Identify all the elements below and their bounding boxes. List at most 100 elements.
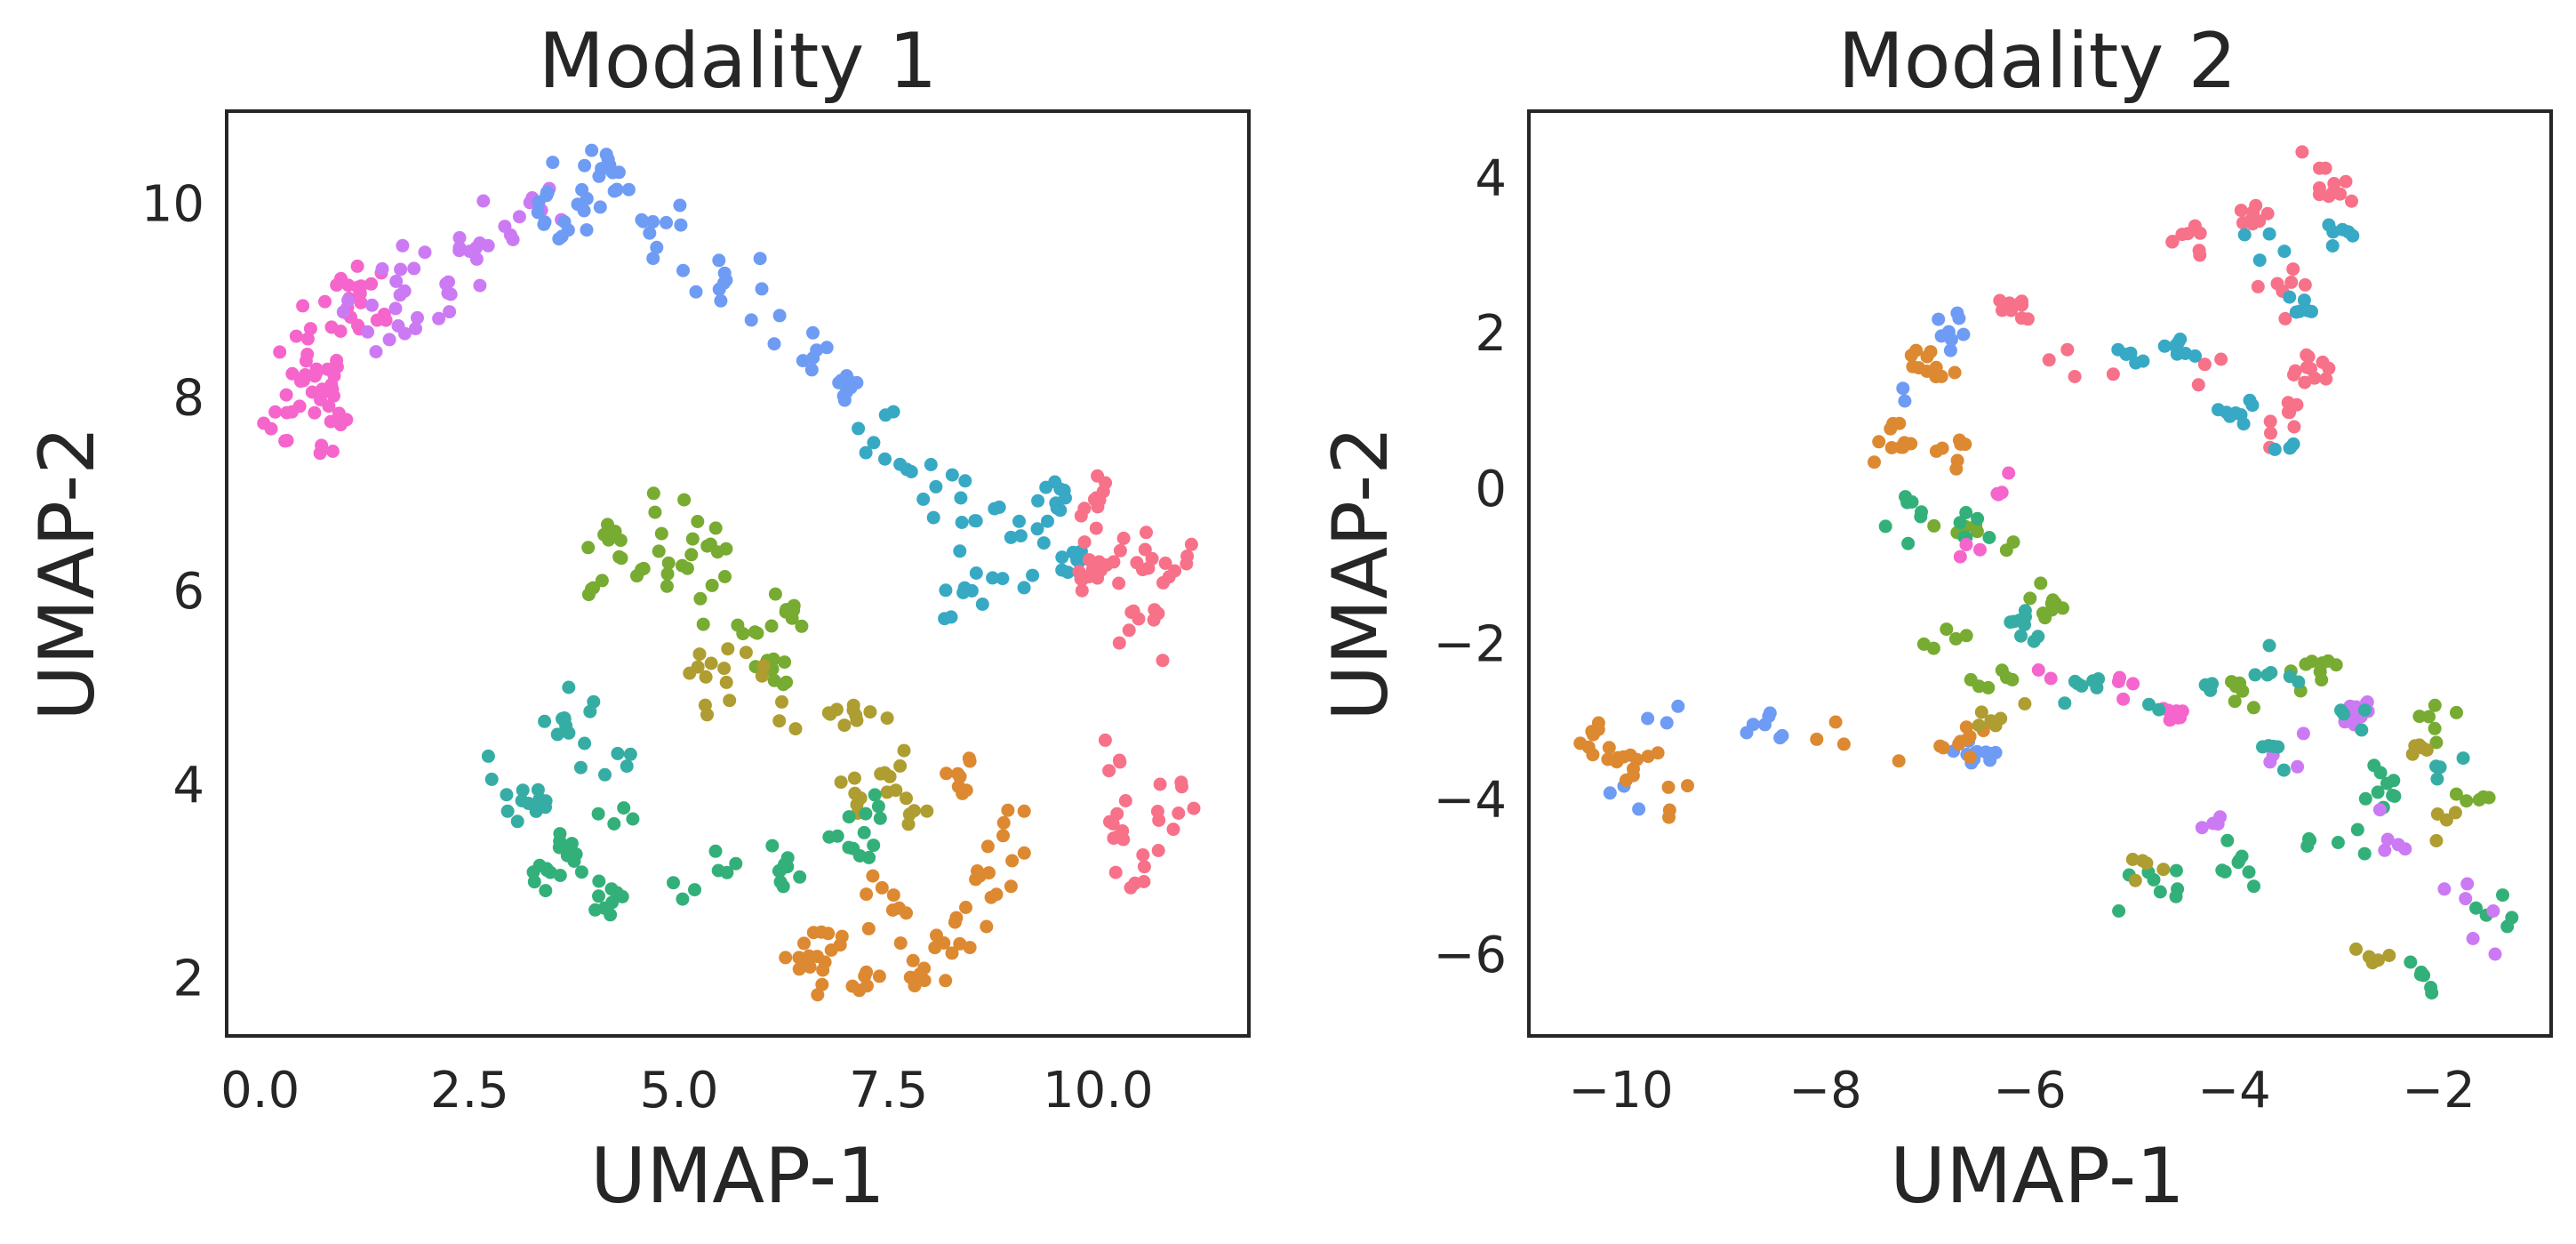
data-point — [2331, 836, 2345, 849]
data-point — [2225, 675, 2238, 689]
data-point — [646, 214, 660, 229]
data-point — [2372, 803, 2387, 817]
data-point — [1124, 606, 1139, 619]
data-point — [626, 812, 640, 826]
data-point — [2302, 831, 2316, 846]
data-point — [900, 906, 913, 920]
data-point — [2428, 698, 2442, 712]
data-point — [2412, 738, 2427, 752]
data-point — [2448, 806, 2462, 820]
data-point — [953, 769, 967, 783]
data-point — [407, 261, 421, 276]
data-point — [1972, 718, 1986, 733]
data-point — [1053, 482, 1068, 496]
data-point — [963, 941, 977, 955]
data-point — [2496, 888, 2509, 903]
data-point — [886, 405, 900, 419]
data-point — [2430, 772, 2444, 786]
data-point — [2211, 817, 2225, 831]
data-point — [2380, 832, 2395, 847]
data-point — [693, 591, 708, 606]
y-tick-label: −4 — [1433, 771, 1507, 829]
data-point — [1089, 521, 1103, 535]
data-point — [2318, 161, 2332, 175]
data-point — [797, 936, 811, 951]
data-point — [847, 771, 861, 785]
data-point — [1762, 710, 1776, 724]
data-point — [897, 743, 911, 758]
data-point — [578, 736, 592, 750]
data-point — [1166, 823, 1180, 837]
data-point — [2092, 672, 2106, 686]
data-point — [341, 293, 356, 308]
data-point — [2128, 873, 2142, 887]
data-point — [883, 769, 897, 783]
data-point — [1952, 311, 1966, 325]
data-point — [1158, 556, 1172, 570]
data-point — [556, 839, 570, 852]
data-point — [597, 527, 612, 542]
data-point — [685, 532, 700, 546]
data-point — [2288, 364, 2302, 378]
data-point — [2262, 638, 2276, 653]
data-point — [1898, 394, 1912, 408]
data-point — [1954, 734, 1967, 749]
data-point — [300, 332, 315, 346]
data-point — [779, 951, 793, 965]
data-point — [2333, 187, 2348, 201]
data-point — [604, 882, 619, 896]
data-point — [2367, 758, 2381, 773]
data-point — [959, 783, 973, 798]
data-point — [365, 298, 379, 312]
data-point — [792, 962, 806, 976]
data-point — [660, 215, 673, 229]
x-tick-label: 7.5 — [849, 1062, 928, 1120]
data-point — [2236, 684, 2250, 698]
data-point — [1092, 555, 1106, 569]
data-point — [2027, 634, 2041, 648]
data-point — [1153, 777, 1167, 791]
data-point — [2129, 356, 2143, 370]
data-point — [2262, 227, 2276, 241]
plot-frame — [225, 109, 1251, 1038]
data-point — [871, 799, 885, 814]
data-point — [2175, 228, 2189, 242]
data-point — [721, 642, 735, 656]
data-point — [2126, 677, 2140, 691]
data-point — [2252, 253, 2267, 268]
data-point — [834, 775, 848, 790]
data-point — [313, 446, 327, 461]
data-point — [1995, 663, 2009, 678]
data-point — [677, 493, 692, 507]
data-point — [945, 468, 959, 482]
data-point — [700, 708, 714, 722]
data-point — [2004, 615, 2018, 630]
data-point — [719, 542, 733, 556]
data-point — [1586, 748, 1600, 762]
data-point — [592, 889, 605, 903]
data-point — [2237, 228, 2252, 242]
data-point — [538, 215, 552, 229]
data-point — [1041, 514, 1054, 528]
data-point — [837, 718, 852, 733]
data-point — [1916, 637, 1931, 651]
data-point — [1662, 810, 1676, 824]
data-point — [503, 228, 517, 242]
data-point — [860, 979, 874, 993]
data-point — [885, 903, 900, 917]
data-point — [2298, 375, 2312, 389]
data-point — [394, 262, 408, 277]
data-point — [988, 502, 1002, 516]
data-point — [540, 186, 555, 200]
y-tick-label: −6 — [1433, 927, 1507, 984]
x-tick-label: −10 — [1568, 1062, 1673, 1120]
data-point — [673, 198, 687, 213]
data-point — [1651, 746, 1665, 760]
data-point — [996, 829, 1010, 843]
data-point — [1660, 716, 1674, 730]
x-tick-label: 10.0 — [1043, 1062, 1154, 1120]
data-point — [318, 294, 332, 309]
data-point — [484, 772, 499, 786]
data-point — [2006, 535, 2020, 550]
data-point — [778, 655, 792, 670]
